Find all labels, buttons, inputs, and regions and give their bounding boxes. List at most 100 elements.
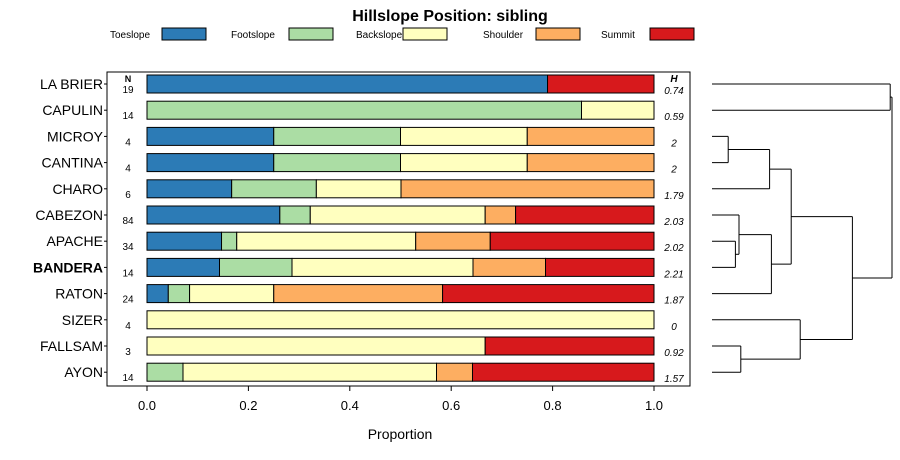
y-label-cantina: CANTINA [42,155,104,171]
y-label-raton: RATON [55,286,103,302]
y-label-capulin: CAPULIN [42,102,103,118]
h-value-sizer: 0 [671,322,677,333]
n-value-cantina: 4 [125,164,131,175]
bar-bandera-shoulder [472,257,547,277]
n-value-cabezon: 84 [122,216,134,227]
n-value-bandera: 14 [122,268,134,279]
x-tick-label-0: 0.0 [138,398,156,413]
legend-label-footslope: Footslope [231,30,275,41]
legend-swatch-footslope [288,27,334,41]
bar-fallsam-backslope [146,336,486,356]
legend-label-backslope: Backslope [356,30,403,41]
bar-ayon-footslope [146,362,184,382]
bar-cabezon-shoulder [484,205,517,225]
n-value-microy: 4 [125,137,131,148]
bar-bandera-footslope [219,257,293,277]
bar-bandera-toeslope [146,257,221,277]
legend-swatch-summit [649,27,695,41]
bar-apache-toeslope [146,231,223,251]
bar-bandera-backslope [291,257,474,277]
bar-apache-backslope [236,231,417,251]
n-value-capulin: 14 [122,111,134,122]
legend-swatch-toeslope [161,27,207,41]
bar-microy-shoulder [526,126,655,146]
y-label-la-brier: LA BRIER [40,76,103,92]
bar-ayon-shoulder [435,362,473,382]
chart-title: Hillslope Position: sibling [352,8,548,25]
bar-apache-footslope [221,231,238,251]
n-value-ayon: 14 [122,373,134,384]
h-value-charo: 1.79 [664,191,684,202]
bar-la-brier-toeslope [146,74,549,94]
plot-frame [106,71,691,387]
x-tick-label-5: 1.0 [645,398,663,413]
h-value-la-brier: 0.74 [664,86,684,97]
h-value-ayon: 1.57 [664,374,684,385]
h-value-cantina: 2 [670,165,677,176]
legend-label-shoulder: Shoulder [483,30,524,41]
y-label-microy: MICROY [47,128,104,144]
bar-raton-footslope [167,284,191,304]
bar-cantina-shoulder [526,153,655,173]
bar-cabezon-footslope [279,205,311,225]
y-label-sizer: SIZER [62,312,103,328]
bar-microy-backslope [400,126,528,146]
x-axis: 0.0 0.2 0.4 0.6 0.8 1.0 [138,386,663,413]
h-value-raton: 1.87 [664,296,684,307]
x-tick-label-1: 0.2 [239,398,257,413]
bar-fallsam-summit [484,336,655,356]
n-value-charo: 6 [125,190,131,201]
bar-raton-shoulder [273,284,444,304]
bar-charo-toeslope [146,179,233,199]
bar-cabezon-summit [515,205,655,225]
y-label-bandera: BANDERA [33,259,103,275]
y-axis-labels: LA BRIER CAPULIN MICROY CANTINA CHARO CABEZON… [33,76,107,380]
bar-cantina-backslope [400,153,528,173]
h-value-capulin: 0.59 [664,112,684,123]
bar-apache-shoulder [415,231,491,251]
x-tick-label-4: 0.8 [544,398,562,413]
h-value-cabezon: 2.03 [663,217,684,228]
legend-label-summit: Summit [601,30,635,41]
legend-swatch-backslope [402,27,448,41]
legend-swatch-shoulder [535,27,581,41]
n-value-fallsam: 3 [125,347,131,358]
y-label-apache: APACHE [46,233,103,249]
bar-cabezon-toeslope [146,205,281,225]
bar-capulin-backslope [580,100,655,120]
bar-bandera-summit [545,257,655,277]
h-values: 0.74 0.59 2 2 1.79 2.03 2.02 2.21 1.87 0 0.92 1.57 [663,86,684,385]
bar-charo-footslope [231,179,317,199]
bar-cantina-footslope [273,153,401,173]
h-value-fallsam: 0.92 [664,348,684,359]
bar-capulin-footslope [146,100,582,120]
bar-charo-shoulder [400,179,655,199]
bar-cabezon-backslope [309,205,486,225]
x-tick-label-3: 0.6 [442,398,460,413]
x-axis-label: Proportion [368,426,433,442]
bar-raton-backslope [189,284,275,304]
h-value-bandera: 2.21 [663,269,683,280]
bar-microy-toeslope [146,126,275,146]
y-label-ayon: AYON [64,364,103,380]
bar-ayon-backslope [182,362,437,382]
y-label-fallsam: FALLSAM [40,338,103,354]
bar-raton-toeslope [146,284,169,304]
bar-raton-summit [442,284,655,304]
bars-group [146,74,655,382]
dendrogram [712,83,893,373]
x-tick-label-2: 0.4 [341,398,359,413]
n-value-sizer: 4 [125,321,131,332]
n-header: N [125,74,132,84]
h-header: H [670,74,678,85]
y-label-cabezon: CABEZON [35,207,103,223]
y-label-charo: CHARO [52,181,103,197]
bar-cantina-toeslope [146,153,275,173]
legend-label-toeslope: Toeslope [110,30,150,41]
bar-microy-footslope [273,126,401,146]
h-value-microy: 2 [670,138,677,149]
bar-charo-backslope [315,179,402,199]
bar-ayon-summit [471,362,655,382]
bar-la-brier-summit [547,74,655,94]
